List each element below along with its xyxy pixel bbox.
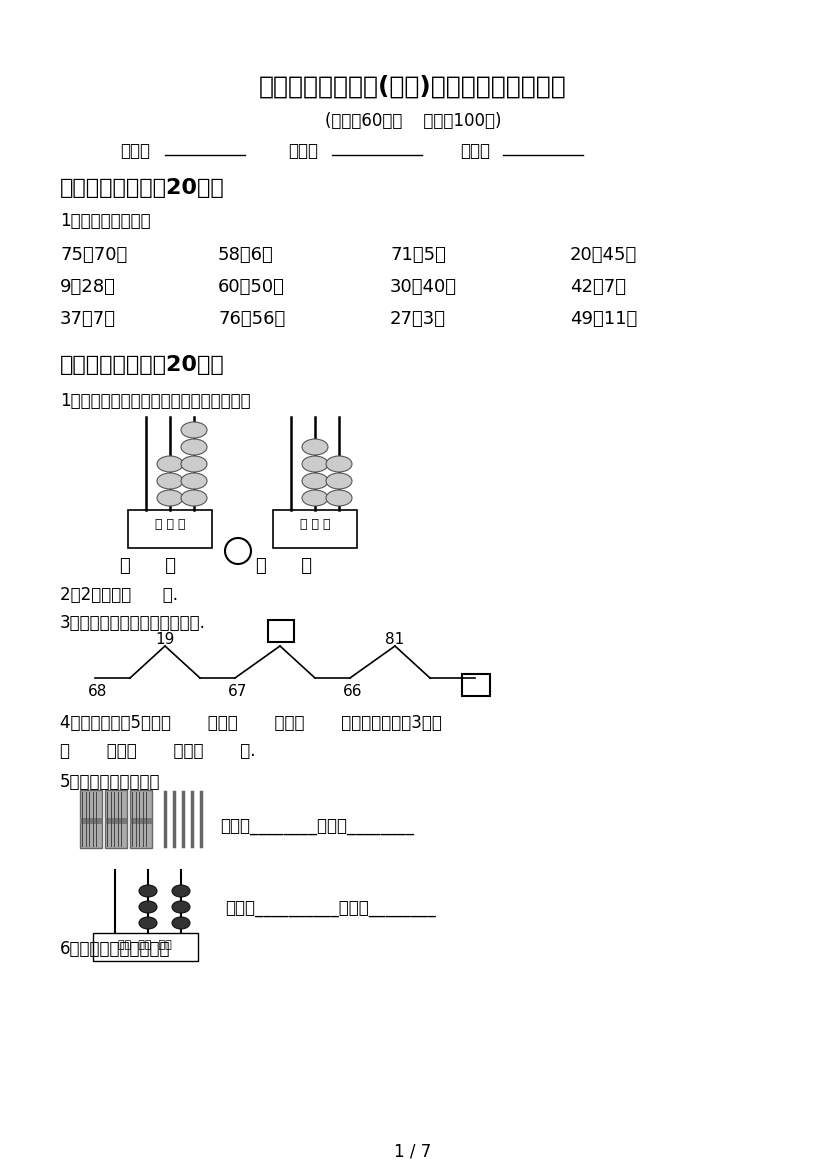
Ellipse shape [157,473,183,489]
Text: 58－6＝: 58－6＝ [218,245,273,264]
Bar [93,933,198,961]
Bar [268,620,294,642]
Ellipse shape [302,440,328,455]
Bar [80,790,102,848]
Text: （      ）: （ ） [120,556,176,575]
Ellipse shape [157,456,183,472]
Ellipse shape [302,456,328,472]
Text: 60－50＝: 60－50＝ [218,278,285,296]
Ellipse shape [302,473,328,489]
Circle shape [225,538,251,563]
Text: 1 / 7: 1 / 7 [394,1143,432,1161]
Ellipse shape [172,885,190,897]
Ellipse shape [139,916,157,929]
Text: 一、计算小能手（20分）: 一、计算小能手（20分） [60,178,225,198]
Text: 30＋40＝: 30＋40＝ [390,278,457,296]
Text: 2、2个十是（      ）.: 2、2个十是（ ）. [60,586,178,604]
Text: 20＋45＝: 20＋45＝ [570,245,637,264]
Text: 二、填空题。（共20分）: 二、填空题。（共20分） [60,355,225,375]
Text: 1、根据计数器先写出得数，再比较大小。: 1、根据计数器先写出得数，再比较大小。 [60,392,250,410]
Text: （       ）、（       ）、（       ）.: （ ）、（ ）、（ ）. [60,742,255,760]
Text: 27＋3＝: 27＋3＝ [390,310,446,328]
Text: 19: 19 [155,632,174,646]
Text: 3、找规律，在里填上合适的数.: 3、找规律，在里填上合适的数. [60,614,206,632]
Ellipse shape [326,490,352,506]
Ellipse shape [172,916,190,929]
Ellipse shape [139,885,157,897]
Text: 42－7＝: 42－7＝ [570,278,626,296]
Text: 66: 66 [343,684,363,699]
Text: 68: 68 [88,684,107,699]
Bar [130,818,152,824]
Text: 姓名：: 姓名： [288,141,318,160]
Text: 读作：__________写作：________: 读作：__________写作：________ [225,900,436,918]
Text: 67: 67 [228,684,247,699]
Text: 青岛版一年级数学(上册)期中试卷及参考答案: 青岛版一年级数学(上册)期中试卷及参考答案 [259,75,567,99]
Text: 1、直接写出得数。: 1、直接写出得数。 [60,212,150,230]
Ellipse shape [181,422,207,438]
Ellipse shape [181,473,207,489]
Text: 班级：: 班级： [120,141,150,160]
Text: 4、写出个位是5的数（       ）、（       ）、（       ）；写出十位是3的数: 4、写出个位是5的数（ ）、（ ）、（ ）；写出十位是3的数 [60,714,442,732]
Bar [130,790,152,848]
Ellipse shape [181,440,207,455]
Bar [80,818,102,824]
Bar [105,818,127,824]
Text: 百 十 个: 百 十 个 [154,518,185,531]
Text: 81: 81 [385,632,404,646]
Text: 9＋28＝: 9＋28＝ [60,278,116,296]
Text: （      ）: （ ） [256,556,312,575]
Ellipse shape [326,473,352,489]
Text: (时间：60分钟    分数：100分): (时间：60分钟 分数：100分) [325,112,501,130]
Ellipse shape [172,901,190,913]
Bar [128,510,212,548]
Text: 百 十 个: 百 十 个 [300,518,330,531]
Ellipse shape [302,490,328,506]
Ellipse shape [139,901,157,913]
Ellipse shape [181,490,207,506]
Ellipse shape [326,456,352,472]
Ellipse shape [181,456,207,472]
Text: 71－5＝: 71－5＝ [390,245,446,264]
Text: 76－56＝: 76－56＝ [218,310,285,328]
Text: 百位  十位  个位: 百位 十位 个位 [118,940,172,950]
Bar [273,510,357,548]
Text: 37－7＝: 37－7＝ [60,310,116,328]
Text: 49＋11＝: 49＋11＝ [570,310,637,328]
Text: 分数：: 分数： [460,141,490,160]
Ellipse shape [157,490,183,506]
Bar [105,790,127,848]
Bar [462,675,490,696]
Text: 5、我会读，我会写。: 5、我会读，我会写。 [60,773,160,791]
Text: 75－70＝: 75－70＝ [60,245,127,264]
Text: 6、在里填上合适的数。: 6、在里填上合适的数。 [60,940,170,959]
Text: 读作：________写作：________: 读作：________写作：________ [220,818,414,836]
